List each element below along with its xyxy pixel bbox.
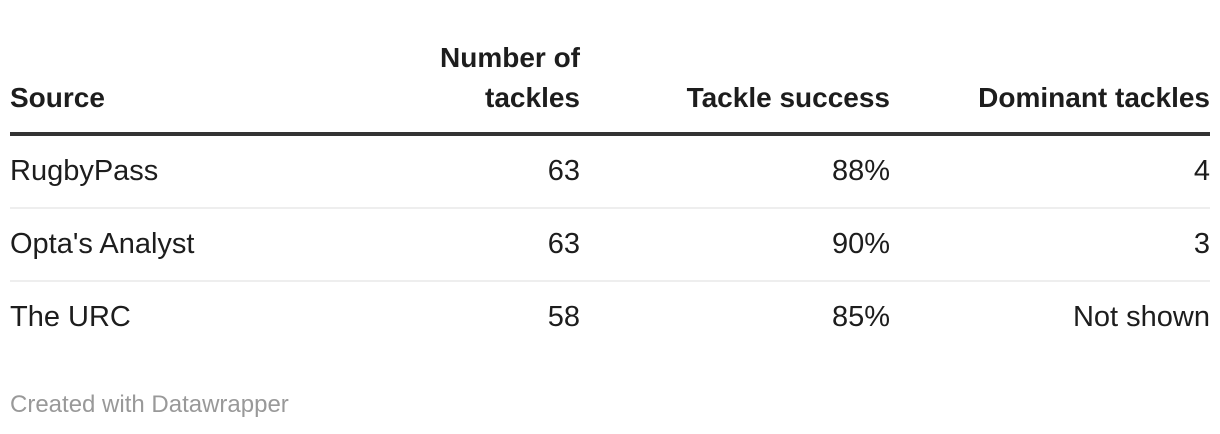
table-row-the-urc: The URC 58 85% Not shown bbox=[10, 281, 1210, 353]
column-header-source: Source bbox=[10, 0, 330, 136]
table-row-rugbypass: RugbyPass 63 88% 4 bbox=[10, 134, 1210, 209]
cell-tackles: 58 bbox=[547, 301, 580, 333]
cell-dominant: 3 bbox=[890, 208, 1210, 282]
column-header-dominant-tackles: Dominant tackles bbox=[890, 0, 1210, 136]
cell-dominant: 4 bbox=[890, 134, 1210, 209]
table-row-optas-analyst: Opta's Analyst 63 90% 3 bbox=[10, 208, 1210, 282]
column-header-number-of-tackles: Number of tackles bbox=[330, 0, 580, 136]
table-container: Source Number of tackles Tackle success … bbox=[10, 0, 1210, 419]
column-header-tackle-success: Tackle success bbox=[580, 0, 890, 136]
header-row: Source Number of tackles Tackle success … bbox=[10, 0, 1210, 136]
cell-success: 85% bbox=[831, 301, 890, 333]
table-header: Source Number of tackles Tackle success … bbox=[10, 0, 1210, 136]
cell-tackles: 63 bbox=[330, 134, 580, 209]
tackle-stats-table: Source Number of tackles Tackle success … bbox=[10, 0, 1210, 353]
cell-tackles: 63 bbox=[330, 208, 580, 282]
cell-success: 88% bbox=[580, 134, 890, 209]
cell-dominant: Not shown bbox=[1072, 301, 1210, 333]
cell-success: 90% bbox=[580, 208, 890, 282]
table-body: RugbyPass 63 88% 4 Opta's Analyst 63 90%… bbox=[10, 134, 1210, 353]
cell-source: RugbyPass bbox=[10, 134, 330, 209]
cell-source: The URC bbox=[10, 301, 131, 333]
cell-source: Opta's Analyst bbox=[10, 208, 330, 282]
attribution-footer: Created with Datawrapper bbox=[10, 391, 1210, 419]
datawrapper-credit-link[interactable]: Created with Datawrapper bbox=[10, 391, 289, 418]
